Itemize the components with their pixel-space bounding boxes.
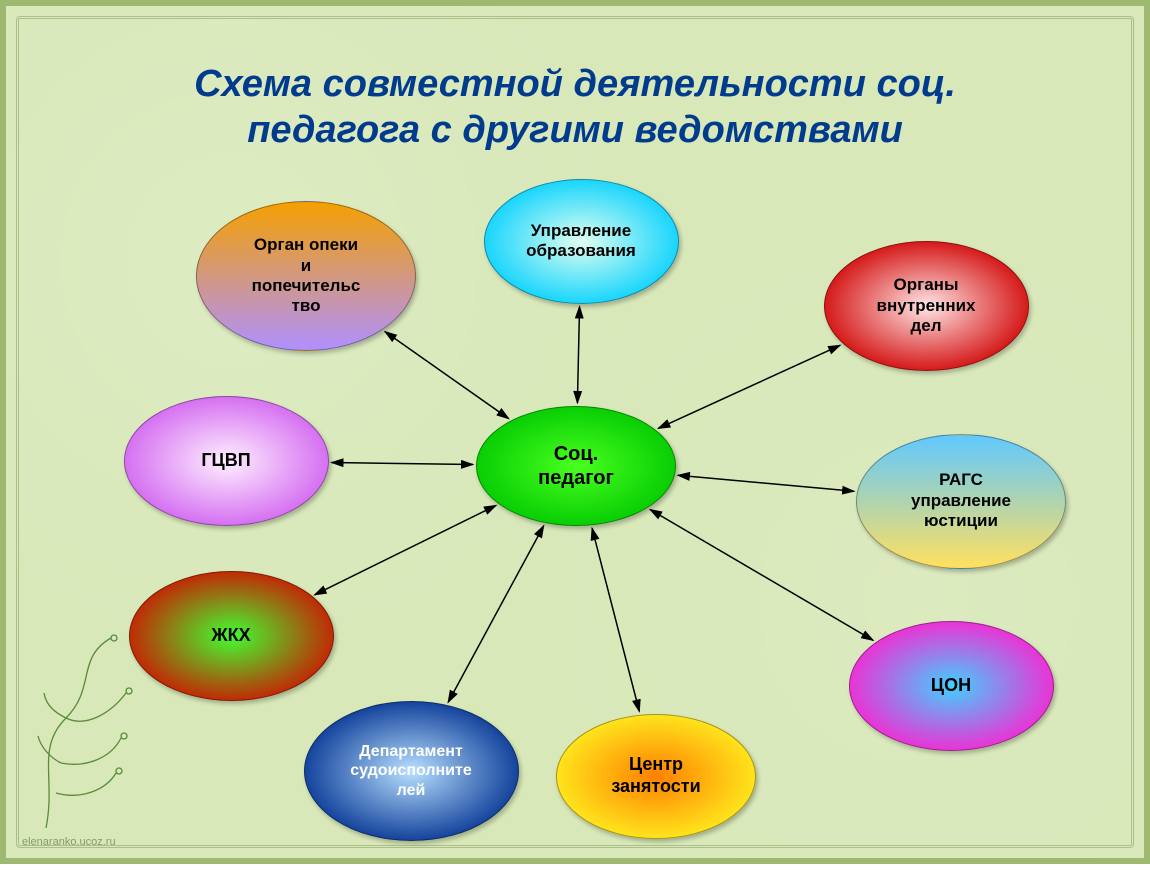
node-n2: Управление образования (484, 179, 679, 304)
center-node: Соц. педагог (476, 406, 676, 526)
watermark-text: elenaranko.ucoz.ru (22, 836, 116, 848)
node-n4: ГЦВП (124, 396, 329, 526)
node-n9: Центр занятости (556, 714, 756, 839)
node-n8: Департамент судоисполните лей (304, 701, 519, 841)
node-n5: РАГС управление юстиции (856, 434, 1066, 569)
slide-frame: Схема совместной деятельности соц. педаг… (0, 0, 1150, 864)
slide-title: Схема совместной деятельности соц. педаг… (6, 62, 1144, 153)
node-n3: Органы внутренних дел (824, 241, 1029, 371)
node-n1: Орган опеки и попечительс тво (196, 201, 416, 351)
node-n6: ЖКХ (129, 571, 334, 701)
node-n7: ЦОН (849, 621, 1054, 751)
